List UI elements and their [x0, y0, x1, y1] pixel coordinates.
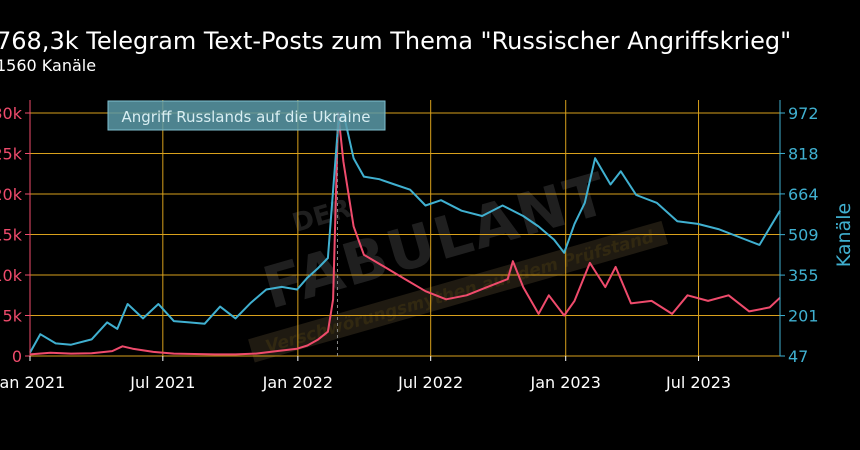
series-channels-line — [29, 112, 781, 354]
axes-layer: 0 5k 10k 15k 20k 25k 30k 47 201 355 509 664 818 972 Ja… — [0, 100, 855, 392]
series-posts-line — [29, 112, 781, 356]
y-left-tick-label: 10k — [0, 266, 23, 285]
x-tick-label: Jul 2021 — [129, 373, 195, 392]
grid-lines — [29, 100, 780, 357]
watermark-banner — [248, 220, 669, 363]
x-tick-label: Jan 2023 — [529, 373, 600, 392]
y-right-axis-title: Kanäle — [833, 203, 855, 267]
annotation-label: Angriff Russlands auf die Ukraine — [122, 108, 371, 126]
chart-subtitle: 1560 Kanäle — [0, 56, 97, 75]
x-tick-label: Jan 2021 — [0, 373, 65, 392]
y-right-tick-label: 201 — [788, 307, 819, 326]
x-tick-label: Jan 2022 — [262, 373, 333, 392]
y-left-tick-label: 15k — [0, 226, 23, 245]
y-left-tick-label: 5k — [3, 307, 23, 326]
y-right-tick-label: 664 — [788, 185, 819, 204]
y-right-tick-label: 818 — [788, 144, 819, 163]
y-right-tick-label: 47 — [788, 347, 808, 366]
chart-title: 768,3k Telegram Text-Posts zum Thema "Ru… — [0, 27, 792, 55]
x-tick-label: Jul 2022 — [397, 373, 463, 392]
y-right-tick-label: 972 — [788, 104, 819, 123]
annotation: Angriff Russlands auf die Ukraine — [107, 100, 386, 356]
y-left-tick-label: 0 — [12, 347, 22, 366]
y-left-tick-label: 30k — [0, 104, 23, 123]
y-left-tick-label: 25k — [0, 145, 23, 164]
x-tick-label: Jul 2023 — [665, 373, 731, 392]
series-layer — [29, 112, 781, 356]
annotation-box — [107, 100, 386, 131]
y-left-tick-label: 20k — [0, 185, 23, 204]
y-right-tick-label: 509 — [788, 226, 819, 245]
y-right-tick-label: 355 — [788, 266, 819, 285]
